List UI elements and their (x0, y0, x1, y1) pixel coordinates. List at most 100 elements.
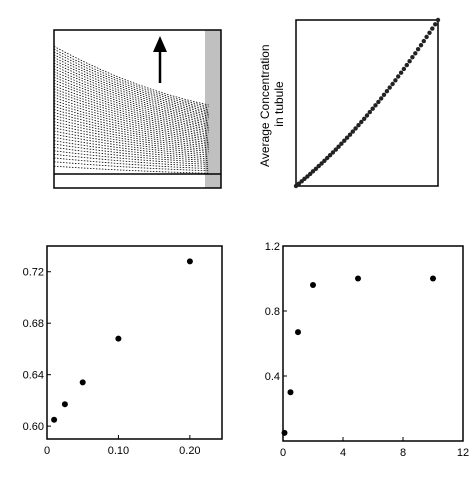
panel-a-curve (53, 76, 209, 123)
panel-a-curve (53, 88, 209, 130)
panel-d-point (430, 275, 436, 282)
panel-b-point (424, 34, 429, 40)
panel-c-point (79, 379, 86, 386)
panel-b-point (404, 62, 409, 68)
panel-b-point (362, 116, 367, 122)
panel-b-point (316, 163, 321, 169)
panel-b-point (336, 144, 341, 149)
panel-a-curve (53, 157, 209, 169)
panel-b-point (339, 141, 344, 146)
panel-c-xtick-label: 0.10 (108, 445, 129, 457)
panel-d-xtick-label: 12 (457, 447, 469, 459)
panel-a-curve (53, 59, 209, 114)
panel-a-curve (53, 65, 209, 117)
panel-a-curve (53, 62, 209, 115)
panel-b-points (293, 17, 441, 189)
panel-b-point (313, 166, 319, 171)
panel-b-point (387, 85, 392, 90)
panel-b-point (381, 92, 387, 98)
panel-a-curve (53, 48, 209, 107)
panel-b-point (359, 119, 364, 125)
panel-a-curve (53, 118, 209, 147)
panel-a-curve (53, 100, 209, 137)
panel-b-point (390, 81, 395, 87)
panel-d-point (287, 389, 294, 396)
panel-b-point (356, 123, 361, 128)
panel-d-point (281, 429, 288, 436)
panel-c-ytick-label: 0.64 (23, 370, 44, 382)
panel-b-point (410, 55, 415, 60)
panel-b-point (367, 109, 372, 115)
panel-c-ticks: 0 0.10 0.20 0.60 0.64 0.68 0.72 (23, 267, 201, 457)
panel-a-curve (53, 115, 209, 145)
panel-c-point (61, 401, 68, 408)
panel-a-curve (53, 45, 209, 106)
panel-b-point (407, 59, 412, 64)
panel-c-point (186, 258, 193, 265)
panel-b-point (302, 176, 307, 181)
panel-b-point (353, 126, 358, 131)
panel-d: 0 4 8 12 0.4 0.8 1.2 (265, 241, 469, 459)
panel-a-curve (53, 85, 209, 128)
panel-b-point (322, 158, 327, 163)
panel-a-curve (53, 57, 209, 112)
panel-c-ytick-label: 0.72 (23, 267, 44, 279)
panel-b-point (299, 179, 304, 184)
panel-c-xtick-label: 0 (44, 445, 50, 457)
panel-a-curve (53, 124, 209, 150)
panel-a-shaded-region (205, 30, 221, 188)
panel-a-curve (53, 71, 209, 120)
panel-d-point (310, 282, 316, 288)
panel-d-point (355, 275, 361, 282)
panel-a-curve (53, 127, 209, 152)
panel-d-ytick-label: 0.4 (265, 371, 280, 383)
panel-b-point (308, 171, 313, 177)
panel-b-ylabel: Average Concentration in tubule (258, 41, 286, 167)
panel-b-point (396, 74, 401, 79)
panel-b-point (393, 78, 398, 83)
panel-b-point (305, 174, 310, 179)
panel-b-point (379, 96, 384, 101)
panel-a-curve (53, 74, 209, 122)
panel-a-curve (53, 137, 209, 158)
panel-b-point (384, 89, 390, 94)
panel-b-point (342, 138, 347, 143)
panel-a-curves (53, 45, 209, 174)
panel-b-point (398, 70, 404, 75)
panel-d-xtick-label: 4 (340, 447, 346, 459)
panel-b: Average Concentration in tubule (258, 17, 441, 189)
panel-b-point (421, 38, 426, 44)
panel-b-point (415, 47, 421, 52)
panel-a-curve (53, 161, 209, 172)
panel-a-curve (53, 121, 209, 149)
panel-d-ticks: 0 4 8 12 0.4 0.8 1.2 (265, 241, 469, 459)
panel-a-curve (53, 143, 209, 161)
panel-b-point (430, 26, 435, 31)
panel-c-point (51, 416, 58, 423)
panel-a-curve (53, 106, 209, 140)
panel-a-curve (53, 140, 209, 160)
panel-a-curve (53, 82, 209, 127)
panel-a-curve (53, 91, 209, 132)
panel-b-point (413, 51, 418, 56)
panel-b-point (347, 132, 353, 137)
panel-a-curve (53, 79, 209, 125)
panel-d-xtick-label: 0 (280, 447, 286, 459)
panel-b-point (333, 147, 338, 152)
panel-b-point (401, 66, 407, 72)
panel-b-point (364, 113, 370, 118)
panel-d-ytick-label: 0.8 (265, 306, 280, 318)
panel-a (53, 29, 222, 189)
panel-d-points (281, 275, 436, 436)
panel-b-point (373, 103, 378, 108)
panel-b-point (344, 135, 350, 140)
panel-d-point (295, 329, 301, 336)
panel-b-ylabel-line-1: Average Concentration (258, 44, 272, 167)
panel-a-curve (53, 146, 209, 163)
panel-b-point (427, 30, 432, 35)
panel-b-point (433, 22, 438, 27)
panel-c-ytick-label: 0.68 (23, 318, 44, 330)
panel-b-point (370, 106, 375, 111)
panel-a-curve (53, 109, 209, 142)
